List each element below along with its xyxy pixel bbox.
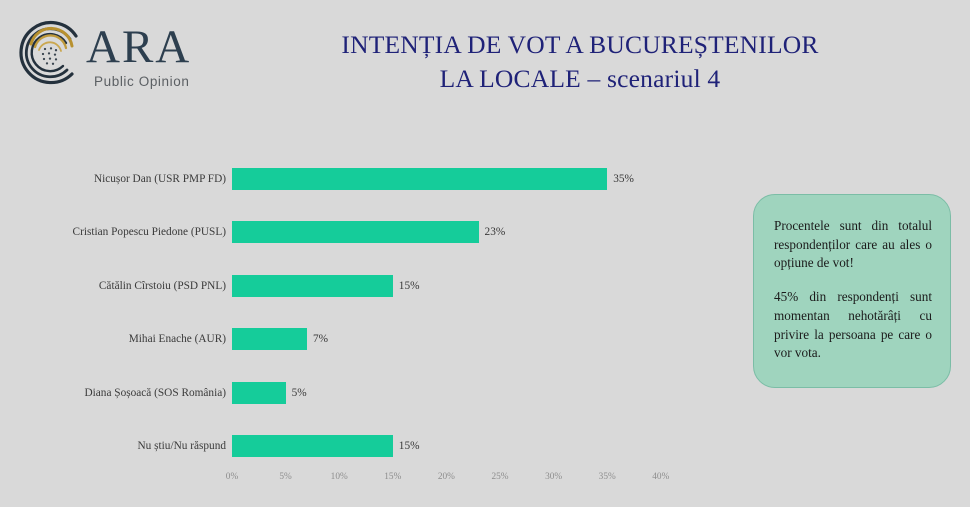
chart-x-tick-label: 10% [330,472,348,482]
methodology-callout: Procentele sunt din totalul respondențil… [753,194,951,388]
chart-bar-value-label: 23% [484,226,506,239]
chart-x-tick-label: 30% [545,472,563,482]
chart-bar [232,328,308,351]
chart-bar [232,168,608,190]
chart-bar-row: Nicușor Dan (USR PMP FD) 35% [0,168,730,190]
chart-category-label: Nicușor Dan (USR PMP FD) [93,173,226,185]
chart-bar-value-label: 7% [313,333,329,346]
brand-logo: ARA Public Opinion [8,12,218,98]
chart-bar-row: Nu știu/Nu răspund 15% [0,435,730,457]
chart-category-label: Cătălin Cîrstoiu (PSD PNL) [98,279,226,292]
chart-x-tick-label: 5% [279,472,292,482]
chart-bar-row: Cristian Popescu Piedone (PUSL) 23% [0,221,730,244]
page-title-line-1: INTENȚIA DE VOT A BUCUREȘTENILOR [341,30,819,59]
vote-intention-bar-chart: Nicușor Dan (USR PMP FD) 35% Cristian Pope… [0,150,730,500]
ara-spiral-logo-icon [10,16,86,92]
chart-x-tick-label: 15% [384,472,402,482]
brand-wordmark: ARA [86,21,192,73]
chart-bar-value-label: 35% [613,173,634,185]
chart-category-label: Mihai Enache (AUR) [128,333,226,346]
chart-bar [232,381,286,404]
callout-paragraph-2: 45% din respondenți sunt momentan nehotă… [774,289,932,361]
chart-x-axis: 0% 5% 10% 15% 20% 25% 30% 35% 40% [0,472,730,492]
chart-x-tick-label: 35% [598,472,616,482]
brand-tagline: Public Opinion [94,74,190,89]
callout-paragraph-1: Procentele sunt din totalul respondențil… [774,218,932,271]
chart-x-tick-label: 0% [225,472,239,482]
chart-bar-value-label: 15% [398,440,420,452]
chart-bar [232,221,479,244]
chart-x-tick-label: 25% [491,472,509,482]
chart-bar [232,435,393,457]
chart-category-label: Cristian Popescu Piedone (PUSL) [72,226,226,239]
chart-category-label: Nu știu/Nu răspund [137,440,227,452]
chart-category-label: Diana Șoșoacă (SOS România) [84,386,227,399]
page-title-line-2: LA LOCALE – scenariul 4 [439,63,721,93]
chart-x-tick-label: 40% [652,472,670,482]
chart-bar-row: Cătălin Cîrstoiu (PSD PNL) 15% [0,274,730,297]
chart-bar [232,274,393,297]
chart-x-tick-label: 20% [437,472,455,482]
chart-bar-row: Mihai Enache (AUR) 7% [0,328,730,351]
chart-bar-value-label: 15% [398,279,420,292]
chart-bar-row: Diana Șoșoacă (SOS România) 5% [0,381,730,404]
page-header: ARA Public Opinion INTENȚIA DE VOT A BUC… [0,0,970,118]
page-title: INTENȚIA DE VOT A BUCUREȘTENILOR LA LOCA… [240,28,920,95]
chart-bar-value-label: 5% [291,386,307,399]
